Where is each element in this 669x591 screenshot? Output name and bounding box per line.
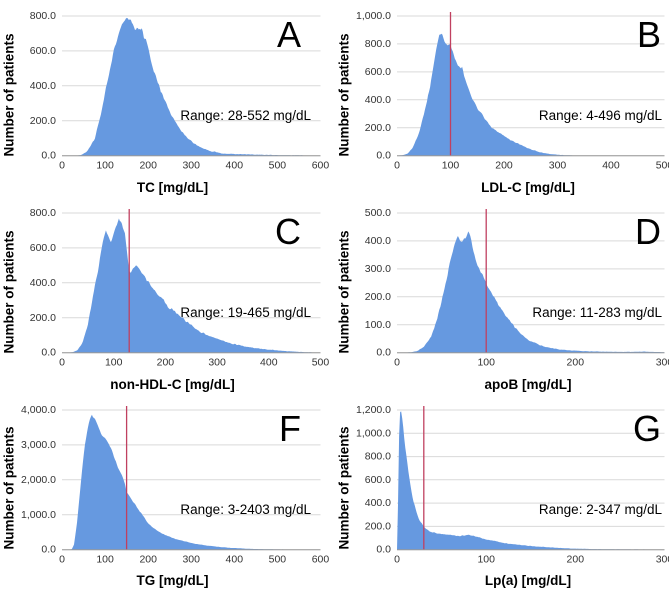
svg-text:500: 500: [656, 161, 669, 172]
svg-text:600: 600: [312, 555, 330, 566]
svg-text:800.0: 800.0: [30, 11, 56, 22]
svg-text:1,000.0: 1,000.0: [356, 11, 391, 22]
svg-text:800.0: 800.0: [30, 208, 56, 219]
svg-text:600.0: 600.0: [365, 475, 391, 486]
svg-text:200.0: 200.0: [30, 313, 56, 324]
svg-text:600.0: 600.0: [365, 67, 391, 78]
svg-text:200: 200: [157, 358, 175, 369]
svg-text:400: 400: [226, 555, 244, 566]
svg-text:300: 300: [656, 358, 669, 369]
svg-text:0.0: 0.0: [41, 545, 56, 556]
svg-text:100: 100: [477, 358, 495, 369]
svg-text:800.0: 800.0: [365, 452, 391, 463]
svg-text:0: 0: [59, 358, 65, 369]
svg-text:400.0: 400.0: [30, 278, 56, 289]
svg-text:100: 100: [105, 358, 123, 369]
svg-text:400: 400: [226, 161, 244, 172]
svg-text:800.0: 800.0: [365, 39, 391, 50]
svg-text:200.0: 200.0: [365, 292, 391, 303]
svg-text:1,200.0: 1,200.0: [356, 405, 391, 416]
svg-text:600: 600: [312, 161, 330, 172]
svg-text:200: 200: [139, 161, 157, 172]
svg-text:200: 200: [495, 161, 513, 172]
svg-text:200.0: 200.0: [30, 116, 56, 127]
svg-text:400.0: 400.0: [365, 498, 391, 509]
svg-text:600.0: 600.0: [30, 243, 56, 254]
svg-text:0.0: 0.0: [376, 151, 391, 162]
svg-text:2,000.0: 2,000.0: [21, 475, 56, 486]
svg-text:300: 300: [182, 161, 200, 172]
svg-text:500: 500: [312, 358, 330, 369]
svg-text:0.0: 0.0: [376, 348, 391, 359]
svg-text:300: 300: [656, 555, 669, 566]
svg-text:200.0: 200.0: [365, 123, 391, 134]
svg-text:500.0: 500.0: [365, 208, 391, 219]
svg-text:1,000.0: 1,000.0: [21, 510, 56, 521]
svg-text:300: 300: [182, 555, 200, 566]
svg-text:300.0: 300.0: [365, 264, 391, 275]
svg-text:0.0: 0.0: [376, 545, 391, 556]
svg-text:1,000.0: 1,000.0: [356, 428, 391, 439]
svg-text:4,000.0: 4,000.0: [21, 405, 56, 416]
svg-text:0: 0: [59, 161, 65, 172]
svg-text:100: 100: [442, 161, 460, 172]
svg-text:0: 0: [394, 161, 400, 172]
svg-text:600.0: 600.0: [30, 46, 56, 57]
svg-text:400.0: 400.0: [30, 81, 56, 92]
svg-text:500: 500: [269, 161, 287, 172]
svg-text:300: 300: [549, 161, 567, 172]
svg-text:200: 200: [567, 358, 585, 369]
svg-text:400: 400: [602, 161, 620, 172]
svg-text:0: 0: [59, 555, 65, 566]
svg-text:400.0: 400.0: [365, 236, 391, 247]
svg-text:0.0: 0.0: [41, 348, 56, 359]
svg-text:200.0: 200.0: [365, 521, 391, 532]
svg-text:100: 100: [96, 555, 114, 566]
svg-text:3,000.0: 3,000.0: [21, 440, 56, 451]
svg-text:0: 0: [394, 358, 400, 369]
svg-text:400: 400: [260, 358, 278, 369]
svg-text:400.0: 400.0: [365, 95, 391, 106]
svg-text:0: 0: [394, 555, 400, 566]
svg-text:200: 200: [139, 555, 157, 566]
svg-text:100: 100: [96, 161, 114, 172]
svg-text:500: 500: [269, 555, 287, 566]
svg-text:100: 100: [477, 555, 495, 566]
svg-text:300: 300: [208, 358, 226, 369]
svg-text:0.0: 0.0: [41, 151, 56, 162]
svg-text:100.0: 100.0: [365, 320, 391, 331]
svg-text:200: 200: [567, 555, 585, 566]
